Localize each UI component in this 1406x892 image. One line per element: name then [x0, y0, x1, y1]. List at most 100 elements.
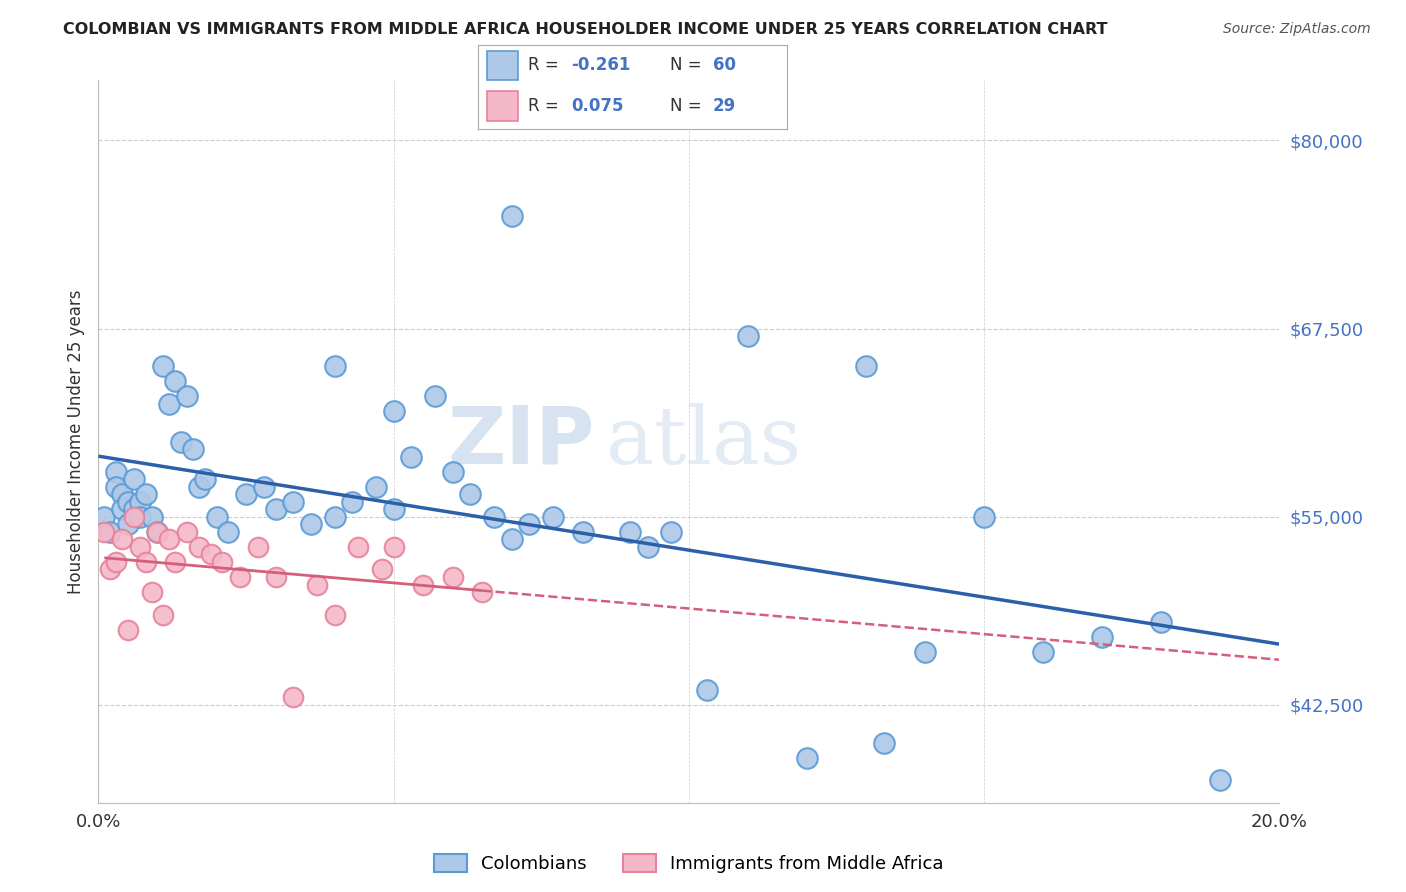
Point [194, 472, 217, 486]
Point [299, 517, 322, 532]
Text: 29: 29 [713, 96, 737, 114]
Point [146, 524, 169, 539]
Point [342, 494, 364, 508]
Point [571, 524, 593, 539]
Point [122, 502, 145, 516]
Point [157, 397, 180, 411]
Point [229, 570, 252, 584]
Point [205, 509, 228, 524]
Point [253, 480, 276, 494]
Text: Source: ZipAtlas.com: Source: ZipAtlas.com [1223, 22, 1371, 37]
Point [128, 540, 150, 554]
Point [423, 389, 446, 403]
Point [98, 562, 121, 576]
Point [323, 607, 346, 622]
Point [855, 359, 877, 374]
Point [382, 540, 405, 554]
Point [117, 494, 139, 508]
Text: ZIP: ZIP [447, 402, 595, 481]
Point [283, 494, 305, 508]
Point [1150, 615, 1173, 630]
Point [176, 389, 198, 403]
Point [170, 434, 193, 449]
Text: 60: 60 [713, 56, 737, 74]
Point [796, 750, 818, 764]
Point [1091, 630, 1114, 644]
Point [122, 509, 145, 524]
Point [619, 524, 641, 539]
Point [93, 509, 115, 524]
Point [283, 690, 305, 705]
Point [105, 465, 128, 479]
Point [200, 548, 222, 562]
Point [111, 533, 134, 547]
Point [482, 509, 505, 524]
Point [737, 329, 759, 343]
Point [117, 517, 139, 532]
Point [217, 524, 239, 539]
Bar [488, 51, 519, 80]
Text: atlas: atlas [606, 402, 801, 481]
Point [637, 540, 659, 554]
Point [165, 375, 187, 389]
Point [128, 494, 150, 508]
Point [105, 555, 128, 569]
Point [135, 555, 157, 569]
Point [541, 509, 564, 524]
Point [111, 502, 134, 516]
Point [696, 682, 718, 697]
Point [441, 465, 464, 479]
Y-axis label: Householder Income Under 25 years: Householder Income Under 25 years [66, 289, 84, 594]
Text: 0.075: 0.075 [571, 96, 623, 114]
Point [111, 487, 134, 501]
Text: -0.261: -0.261 [571, 56, 630, 74]
Point [122, 472, 145, 486]
Point [371, 562, 394, 576]
Text: N =: N = [669, 56, 702, 74]
Point [211, 555, 233, 569]
Point [323, 359, 346, 374]
Point [441, 570, 464, 584]
Text: R =: R = [527, 96, 558, 114]
Point [1032, 645, 1054, 659]
Point [165, 555, 187, 569]
Point [382, 404, 405, 418]
Legend: Colombians, Immigrants from Middle Africa: Colombians, Immigrants from Middle Afric… [427, 847, 950, 880]
Point [187, 540, 209, 554]
Text: COLOMBIAN VS IMMIGRANTS FROM MIDDLE AFRICA HOUSEHOLDER INCOME UNDER 25 YEARS COR: COLOMBIAN VS IMMIGRANTS FROM MIDDLE AFRI… [63, 22, 1108, 37]
Point [157, 533, 180, 547]
Point [401, 450, 423, 464]
Point [973, 509, 995, 524]
Point [117, 623, 139, 637]
Point [501, 209, 523, 223]
Point [98, 524, 121, 539]
Point [914, 645, 936, 659]
Point [264, 570, 287, 584]
Point [141, 585, 163, 599]
Point [323, 509, 346, 524]
Point [235, 487, 257, 501]
Point [364, 480, 387, 494]
Point [152, 607, 174, 622]
Point [412, 577, 434, 591]
Point [471, 585, 494, 599]
Bar [488, 91, 519, 120]
Point [246, 540, 269, 554]
Point [141, 509, 163, 524]
Point [501, 533, 523, 547]
Point [382, 502, 405, 516]
Point [460, 487, 482, 501]
Point [105, 480, 128, 494]
Point [146, 524, 169, 539]
Point [128, 509, 150, 524]
Point [519, 517, 541, 532]
Point [264, 502, 287, 516]
Text: R =: R = [527, 56, 558, 74]
Point [176, 524, 198, 539]
Point [187, 480, 209, 494]
Point [135, 487, 157, 501]
Point [181, 442, 204, 456]
Text: N =: N = [669, 96, 702, 114]
Point [659, 524, 682, 539]
Point [873, 736, 896, 750]
